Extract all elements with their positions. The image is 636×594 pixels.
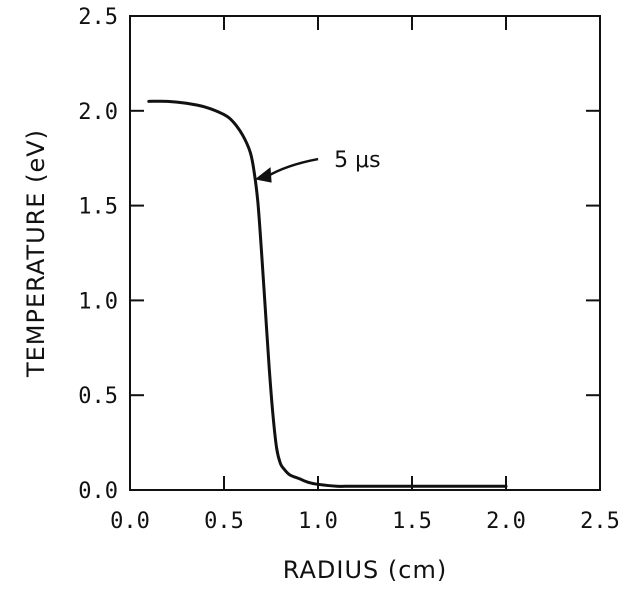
annotation-arrow [265,157,319,179]
x-tick-label: 0.5 [204,509,244,534]
x-tick-labels: 0.0 0.5 1.0 1.5 2.0 2.5 [110,509,620,534]
y-tick-label: 0.0 [78,479,118,504]
plot-frame [129,15,601,491]
x-axis-title: RADIUS (cm) [283,556,447,584]
x-tick-label: 0.0 [110,509,150,534]
annotation-arrowhead [254,167,272,183]
y-tick-label: 2.0 [78,100,118,125]
y-axis-title: TEMPERATURE (eV) [22,129,50,378]
x-tick-label: 1.5 [392,509,432,534]
y-tick-labels: 0.0 0.5 1.0 1.5 2.0 2.5 [78,5,118,504]
x-tick-label: 2.0 [486,509,526,534]
y-tick-label: 1.5 [78,195,118,220]
y-tick-label: 1.0 [78,289,118,314]
series-line-5us [147,99,508,488]
tick-group [129,15,601,491]
annotation-label: 5 μs [334,148,380,173]
y-tick-label: 2.5 [78,5,118,30]
x-tick-label: 1.0 [298,509,338,534]
y-tick-label: 0.5 [78,384,118,409]
x-tick-label: 2.5 [580,509,620,534]
